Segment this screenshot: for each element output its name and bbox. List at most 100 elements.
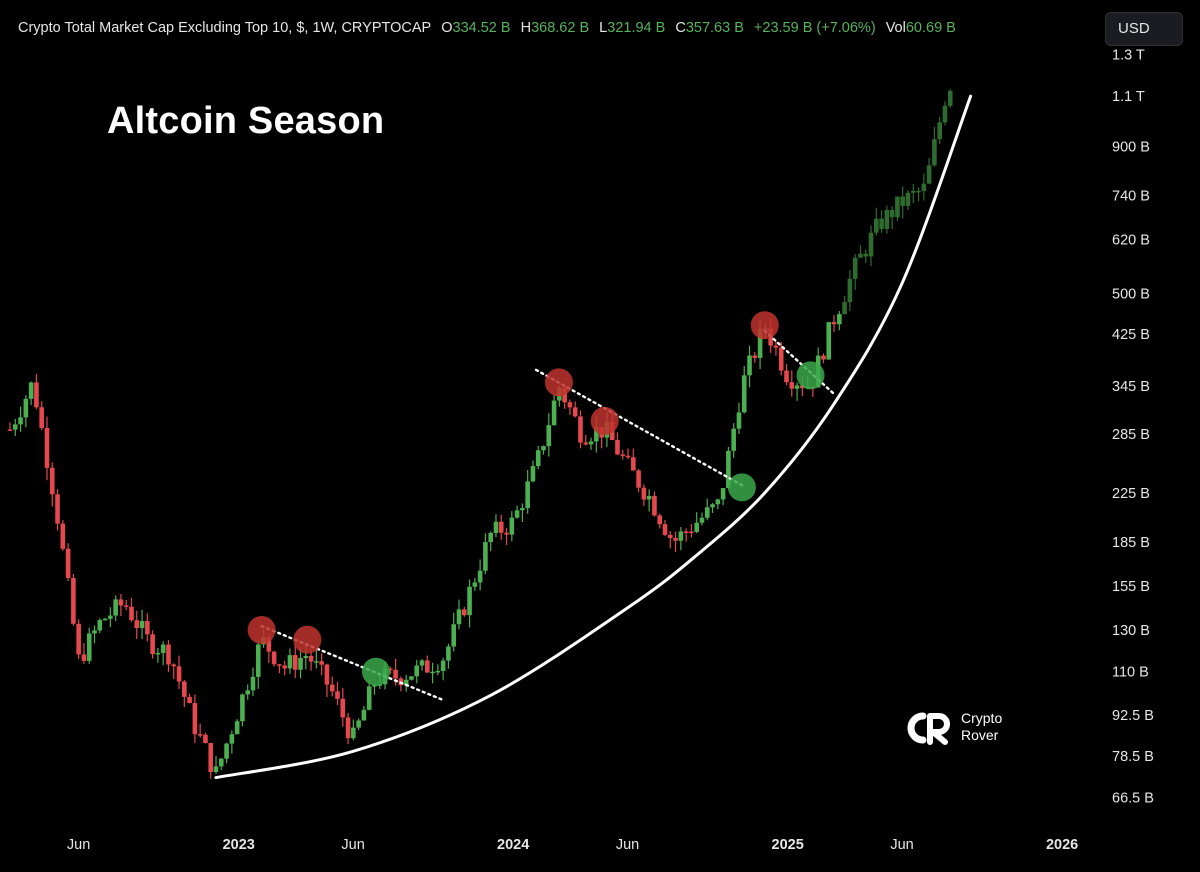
y-tick-label: 345 B	[1112, 379, 1150, 395]
candle-body	[139, 621, 145, 629]
candle-body	[530, 466, 536, 482]
crypto-rover-logo-icon	[907, 712, 950, 745]
candle-body	[28, 382, 34, 399]
candle-body	[224, 743, 229, 759]
candle-body	[234, 721, 240, 735]
candle-body	[229, 734, 235, 744]
candle-body	[440, 660, 446, 671]
candle-body	[113, 599, 118, 616]
y-tick-label: 185 B	[1112, 535, 1150, 551]
candle-body	[282, 665, 287, 669]
candle-body	[319, 661, 324, 665]
candle-body	[662, 524, 668, 535]
candle-body	[525, 481, 530, 509]
candle-body	[18, 417, 23, 425]
candle-body	[837, 314, 842, 325]
y-tick-label: 500 B	[1112, 286, 1150, 302]
candle-body	[218, 758, 224, 767]
candle-body	[583, 442, 589, 445]
brand-logo: Crypto Rover	[903, 708, 1023, 748]
candle-body	[567, 402, 573, 408]
candle-body	[900, 196, 906, 206]
candle-body	[44, 428, 50, 468]
candle-body	[324, 664, 330, 685]
candle-body	[794, 385, 800, 389]
dotted-trendline	[260, 624, 446, 702]
candle-body	[71, 578, 76, 624]
candle-body	[155, 652, 161, 655]
y-tick-label: 225 B	[1112, 486, 1150, 502]
candle-body	[678, 531, 684, 541]
candle-body	[467, 586, 472, 616]
candle-body	[187, 696, 192, 704]
candle-body	[884, 209, 890, 229]
candle-body	[826, 322, 832, 360]
candle-body	[747, 355, 752, 376]
candle-body	[451, 624, 457, 647]
x-tick-label: 2024	[497, 837, 529, 853]
candle-body	[255, 644, 261, 677]
candle-body	[55, 494, 60, 524]
candle-body	[208, 743, 214, 773]
candle-body	[847, 278, 853, 303]
candle-body	[741, 375, 747, 413]
brand-line-2: Rover	[961, 727, 999, 743]
candle-body	[868, 232, 874, 257]
candle-body	[689, 531, 694, 534]
candle-body	[520, 508, 525, 511]
candle-body	[388, 668, 393, 671]
open-label: O	[441, 20, 453, 36]
candle-body	[715, 499, 721, 505]
currency-button[interactable]: USD	[1105, 12, 1183, 46]
candle-body	[578, 416, 583, 443]
candle-body	[192, 703, 198, 735]
sell-signal-marker	[590, 406, 619, 435]
y-tick-label: 620 B	[1112, 232, 1150, 248]
candle-body	[49, 467, 55, 495]
candle-body	[926, 165, 932, 184]
high-label: H	[520, 20, 532, 36]
x-tick-label: 2026	[1046, 837, 1078, 853]
candle-body	[145, 621, 150, 635]
candle-body	[298, 658, 303, 670]
buy-signal-marker	[361, 657, 390, 686]
candle-body	[842, 302, 847, 315]
candle-body	[895, 196, 900, 218]
candle-body	[535, 450, 541, 467]
candle-body	[435, 670, 441, 673]
change-value: +23.59 B (+7.06%)	[753, 20, 876, 36]
candle-body	[477, 570, 483, 583]
candle-body	[335, 691, 340, 699]
candle-body	[329, 684, 335, 692]
candle-body	[858, 253, 863, 258]
candle-body	[356, 720, 361, 728]
candle-body	[873, 218, 879, 233]
candle-body	[910, 190, 916, 193]
candle-body	[102, 618, 108, 621]
candle-body	[314, 661, 319, 663]
candle-body	[76, 623, 81, 655]
x-tick-label: Jun	[67, 837, 90, 853]
volume-label: Vol	[885, 20, 906, 36]
candle-body	[667, 534, 673, 539]
candle-body	[498, 521, 504, 533]
candle-body	[366, 686, 372, 710]
candle-body	[493, 521, 499, 533]
candle-body	[942, 105, 948, 123]
candle-body	[118, 599, 124, 606]
candle-body	[652, 495, 657, 516]
x-tick-label: Jun	[341, 837, 364, 853]
candle-body	[176, 666, 182, 682]
sell-signal-marker	[247, 615, 276, 644]
candles	[7, 88, 953, 779]
high-value: 368.62 B	[531, 20, 590, 36]
candle-body	[720, 488, 726, 500]
candle-body	[203, 734, 208, 744]
sell-signal-marker	[544, 368, 573, 397]
sell-signal-marker	[750, 311, 779, 340]
buy-signal-marker	[796, 361, 825, 390]
x-tick-label: 2025	[772, 837, 804, 853]
x-tick-label: 2023	[223, 837, 255, 853]
candle-body	[514, 510, 520, 518]
